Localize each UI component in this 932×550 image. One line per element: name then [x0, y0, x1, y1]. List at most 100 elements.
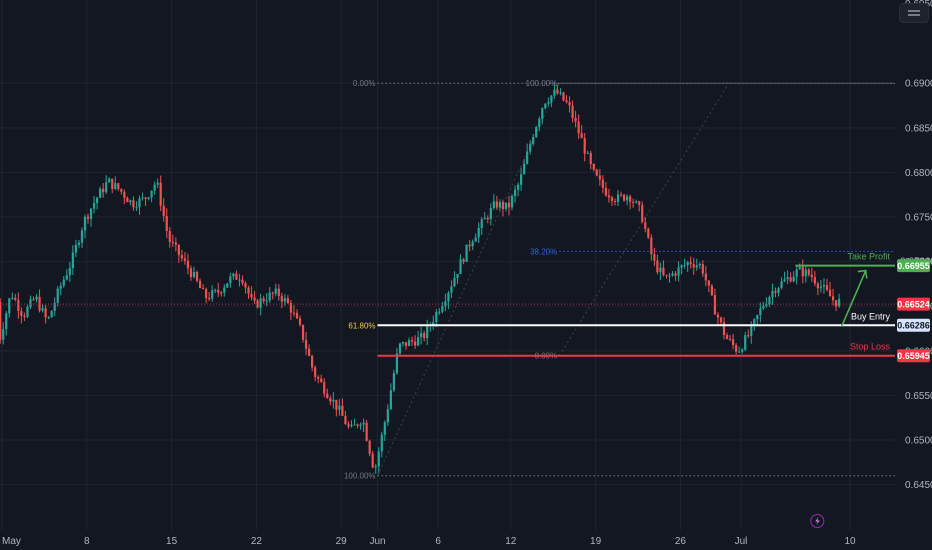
- candle-body: [410, 340, 414, 342]
- candle-body: [759, 308, 762, 316]
- candle-up: [68, 261, 71, 283]
- candle-down: [728, 334, 732, 342]
- candle-down: [356, 423, 359, 429]
- candle-up: [780, 277, 783, 290]
- candle-body: [638, 201, 641, 205]
- candle-body: [786, 277, 789, 280]
- fib-level-label: 100.00%: [526, 79, 558, 88]
- lightning-icon[interactable]: [810, 514, 825, 528]
- candle-up: [95, 196, 99, 210]
- candle-up: [426, 319, 429, 346]
- candle-body: [123, 191, 126, 198]
- candle-body: [589, 152, 592, 165]
- candle-down: [574, 110, 577, 128]
- candle-body: [271, 292, 274, 294]
- panel-toggle-icon[interactable]: [899, 3, 929, 23]
- candle-down: [571, 100, 574, 123]
- candle-up: [523, 158, 526, 175]
- candlestick-series: [0, 82, 841, 474]
- candle-up: [792, 271, 795, 283]
- candle-up: [214, 288, 217, 294]
- candle-body: [492, 201, 495, 209]
- candle-body: [320, 378, 323, 383]
- candle-body: [168, 231, 171, 243]
- candle-body: [828, 289, 832, 297]
- candle-down: [807, 267, 810, 277]
- candle-body: [395, 353, 399, 374]
- candle-body: [392, 373, 395, 391]
- candle-body: [35, 296, 38, 300]
- candle-body: [583, 138, 586, 154]
- candle-body: [44, 308, 47, 318]
- candle-body: [519, 174, 523, 185]
- candle-down: [162, 198, 165, 222]
- candle-down: [662, 260, 665, 277]
- candle-up: [389, 383, 392, 411]
- candle-body: [680, 265, 683, 268]
- candle-body: [298, 318, 302, 325]
- candle-body: [713, 295, 717, 315]
- candle-body: [359, 424, 362, 426]
- candle-up: [798, 263, 801, 270]
- candle-body: [74, 244, 77, 253]
- x-tick-label: 26: [675, 536, 687, 547]
- candle-down: [344, 410, 347, 425]
- candle-up: [338, 398, 341, 416]
- y-tick-label: 0.68500: [905, 123, 932, 134]
- candle-up: [259, 293, 262, 316]
- candle-up: [92, 195, 96, 214]
- candle-down: [217, 282, 220, 297]
- candle-up: [471, 239, 474, 251]
- candle-up: [498, 199, 501, 211]
- candle-up: [141, 192, 144, 201]
- candle-body: [647, 228, 650, 238]
- candle-body: [619, 194, 623, 196]
- y-tick-label: 0.65500: [905, 391, 932, 402]
- candle-up: [226, 283, 229, 288]
- candle-up: [2, 322, 5, 345]
- candle-up: [438, 308, 441, 315]
- candle-up: [526, 143, 529, 165]
- candle-up: [153, 181, 156, 195]
- candle-up: [386, 404, 389, 426]
- candle-down: [716, 312, 720, 326]
- candle-body: [741, 349, 744, 352]
- candle-body: [86, 216, 90, 219]
- candle-body: [592, 164, 595, 170]
- candle-body: [798, 266, 801, 270]
- candle-body: [574, 118, 577, 122]
- candle-body: [695, 265, 698, 268]
- trade-levels[interactable]: Take Profit Buy Entry Stop Loss: [0, 252, 895, 357]
- candle-down: [689, 256, 692, 269]
- candle-body: [201, 288, 205, 290]
- candle-body: [816, 283, 819, 289]
- current-price-badge: 0.66524: [897, 299, 930, 309]
- fib-trend-line[interactable]: [377, 83, 560, 476]
- candle-down: [165, 208, 168, 239]
- x-tick-label: 12: [505, 536, 517, 547]
- candle-body: [710, 285, 713, 296]
- candle-up: [535, 125, 538, 139]
- candle-up: [492, 194, 495, 210]
- candle-up: [156, 178, 159, 189]
- candle-up: [150, 190, 153, 203]
- candle-body: [208, 298, 211, 300]
- candle-down: [307, 344, 311, 357]
- candle-body: [26, 307, 29, 317]
- candle-up: [625, 194, 629, 206]
- candle-body: [404, 342, 408, 346]
- candle-up: [771, 283, 774, 305]
- fib-trend-line[interactable]: [558, 82, 730, 356]
- candle-up: [99, 186, 102, 198]
- candle-body: [629, 196, 632, 202]
- candle-up: [547, 97, 550, 107]
- candle-down: [810, 267, 813, 283]
- candle-down: [632, 198, 635, 208]
- candle-body: [444, 301, 447, 307]
- candle-body: [183, 258, 187, 261]
- stop-loss-price-badge: 0.65945: [897, 351, 930, 361]
- x-tick-label: 29: [336, 536, 348, 547]
- time-axis[interactable]: May 8 15 22 29 Jun 6 12 19 26 Jul 10: [2, 536, 856, 547]
